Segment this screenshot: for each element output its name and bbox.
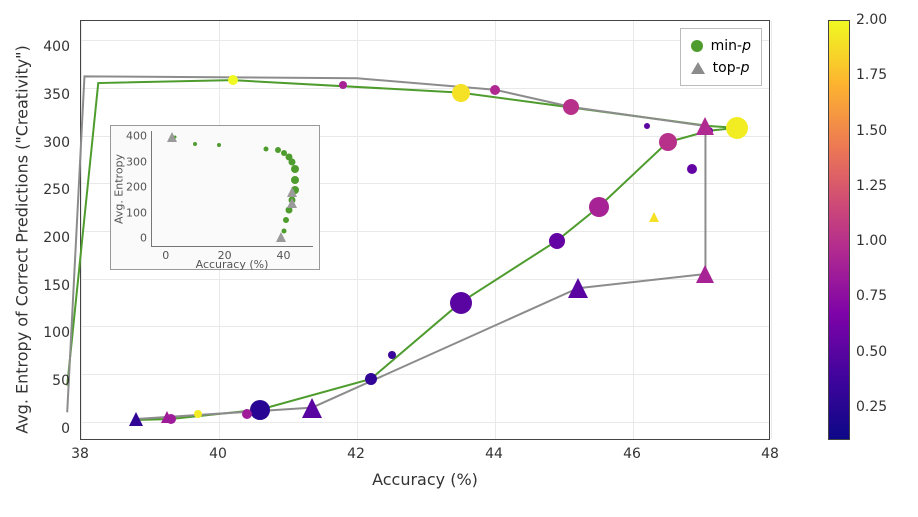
data-point-triangle [568, 278, 588, 298]
inset-data-point-circle [263, 146, 268, 151]
data-point-circle [563, 99, 579, 115]
x-tick-label: 48 [761, 446, 779, 462]
data-point-circle [228, 75, 238, 85]
inset-chart: 020400100200300400Accuracy (%)Avg. Entro… [110, 125, 320, 270]
colorbar-tick-label: 0.50 [856, 344, 887, 360]
legend-item: top-p [691, 57, 751, 79]
x-tick-label: 46 [623, 446, 641, 462]
gridline-vertical [81, 21, 82, 439]
colorbar-tick-label: 0.25 [856, 399, 887, 415]
inset-y-axis [151, 131, 152, 246]
inset-data-point-circle [291, 165, 299, 173]
data-point-triangle [161, 411, 173, 423]
inset-y-tick: 100 [126, 206, 147, 219]
inset-data-point-circle [193, 142, 197, 146]
gridline-vertical [771, 21, 772, 439]
legend: min-p top-p [680, 28, 762, 86]
data-point-triangle [649, 212, 659, 222]
inset-x-axis-label: Accuracy (%) [196, 258, 269, 271]
colorbar-tick-label: 2.00 [856, 12, 887, 28]
legend-triangle-icon [691, 62, 705, 74]
data-point-circle [726, 117, 748, 139]
colorbar-tick-label: 1.50 [856, 123, 887, 139]
x-tick-label: 38 [71, 446, 89, 462]
inset-y-tick: 0 [140, 232, 147, 245]
y-axis-label: Avg. Entropy of Correct Predictions ("Cr… [13, 45, 32, 434]
gridline-vertical [495, 21, 496, 439]
x-axis-label: Accuracy (%) [80, 470, 770, 489]
gridline-vertical [357, 21, 358, 439]
gridline-vertical [633, 21, 634, 439]
inset-data-point-triangle [287, 198, 297, 208]
inset-data-point-triangle [167, 132, 177, 142]
colorbar-tick-label: 1.00 [856, 233, 887, 249]
gridline-horizontal [81, 422, 769, 423]
data-point-circle [194, 410, 202, 418]
inset-data-point-circle [291, 176, 299, 184]
gridline-horizontal [81, 40, 769, 41]
data-point-circle [339, 81, 347, 89]
inset-y-axis-label: Avg. Entropy [113, 153, 126, 223]
data-point-circle [388, 351, 396, 359]
data-point-circle [644, 123, 650, 129]
legend-label: top-p [713, 60, 750, 76]
colorbar-tick-label: 0.75 [856, 288, 887, 304]
data-point-circle [250, 400, 270, 420]
data-point-triangle [129, 412, 143, 426]
data-point-circle [549, 233, 565, 249]
legend-item: min-p [691, 35, 751, 57]
data-point-circle [659, 133, 677, 151]
data-point-circle [242, 409, 252, 419]
colorbar-tick-label: 1.25 [856, 178, 887, 194]
data-point-circle [589, 197, 609, 217]
gridline-horizontal [81, 279, 769, 280]
inset-data-point-circle [283, 217, 289, 223]
gridline-horizontal [81, 88, 769, 89]
data-point-triangle [696, 117, 714, 135]
legend-circle-icon [691, 40, 703, 52]
inset-y-tick: 300 [126, 155, 147, 168]
inset-x-tick: 0 [162, 249, 169, 262]
inset-y-tick: 400 [126, 130, 147, 143]
data-point-circle [490, 85, 500, 95]
gridline-horizontal [81, 326, 769, 327]
inset-data-point-circle [289, 158, 296, 165]
inset-data-point-circle [286, 207, 293, 214]
x-tick-label: 42 [347, 446, 365, 462]
x-tick-label: 40 [209, 446, 227, 462]
data-point-circle [365, 373, 377, 385]
inset-data-point-triangle [287, 187, 297, 197]
inset-data-point-circle [217, 143, 221, 147]
x-tick-label: 44 [485, 446, 503, 462]
inset-data-point-triangle [276, 232, 286, 242]
colorbar-tick-label: 1.75 [856, 67, 887, 83]
data-point-triangle [302, 398, 322, 418]
data-point-circle [450, 292, 472, 314]
inset-y-tick: 200 [126, 181, 147, 194]
data-point-triangle [696, 265, 714, 283]
data-point-circle [687, 164, 697, 174]
temperature-colorbar [828, 20, 850, 440]
inset-x-axis [151, 246, 313, 247]
data-point-circle [452, 84, 470, 102]
inset-x-tick: 40 [277, 249, 291, 262]
legend-label: min-p [711, 38, 751, 54]
gridline-horizontal [81, 374, 769, 375]
